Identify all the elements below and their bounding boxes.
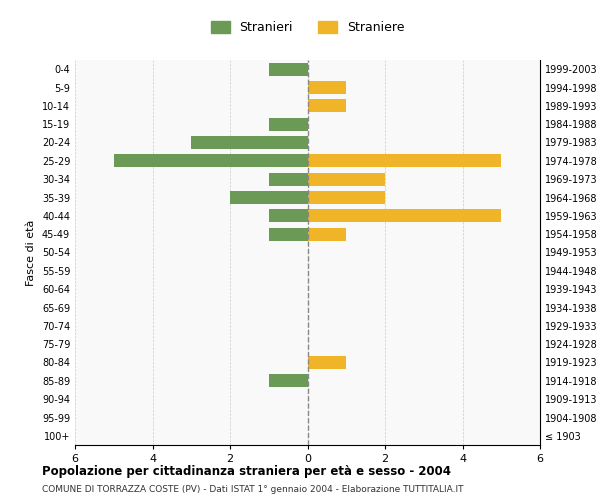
Bar [308,100,346,112]
Text: COMUNE DI TORRAZZA COSTE (PV) - Dati ISTAT 1° gennaio 2004 - Elaborazione TUTTIT: COMUNE DI TORRAZZA COSTE (PV) - Dati IST… [42,485,464,494]
Bar [308,173,385,186]
Legend: Stranieri, Straniere: Stranieri, Straniere [206,16,409,39]
Bar [308,356,346,369]
Bar [269,118,308,130]
Bar [230,191,308,204]
Bar [191,136,308,149]
Bar [308,154,501,167]
Bar [114,154,308,167]
Bar [308,228,346,240]
Bar [269,210,308,222]
Text: Popolazione per cittadinanza straniera per età e sesso - 2004: Popolazione per cittadinanza straniera p… [42,465,451,478]
Bar [308,81,346,94]
Bar [269,63,308,76]
Bar [269,374,308,387]
Bar [308,191,385,204]
Bar [269,228,308,240]
Bar [269,173,308,186]
Bar [308,210,501,222]
Y-axis label: Fasce di età: Fasce di età [26,220,36,286]
